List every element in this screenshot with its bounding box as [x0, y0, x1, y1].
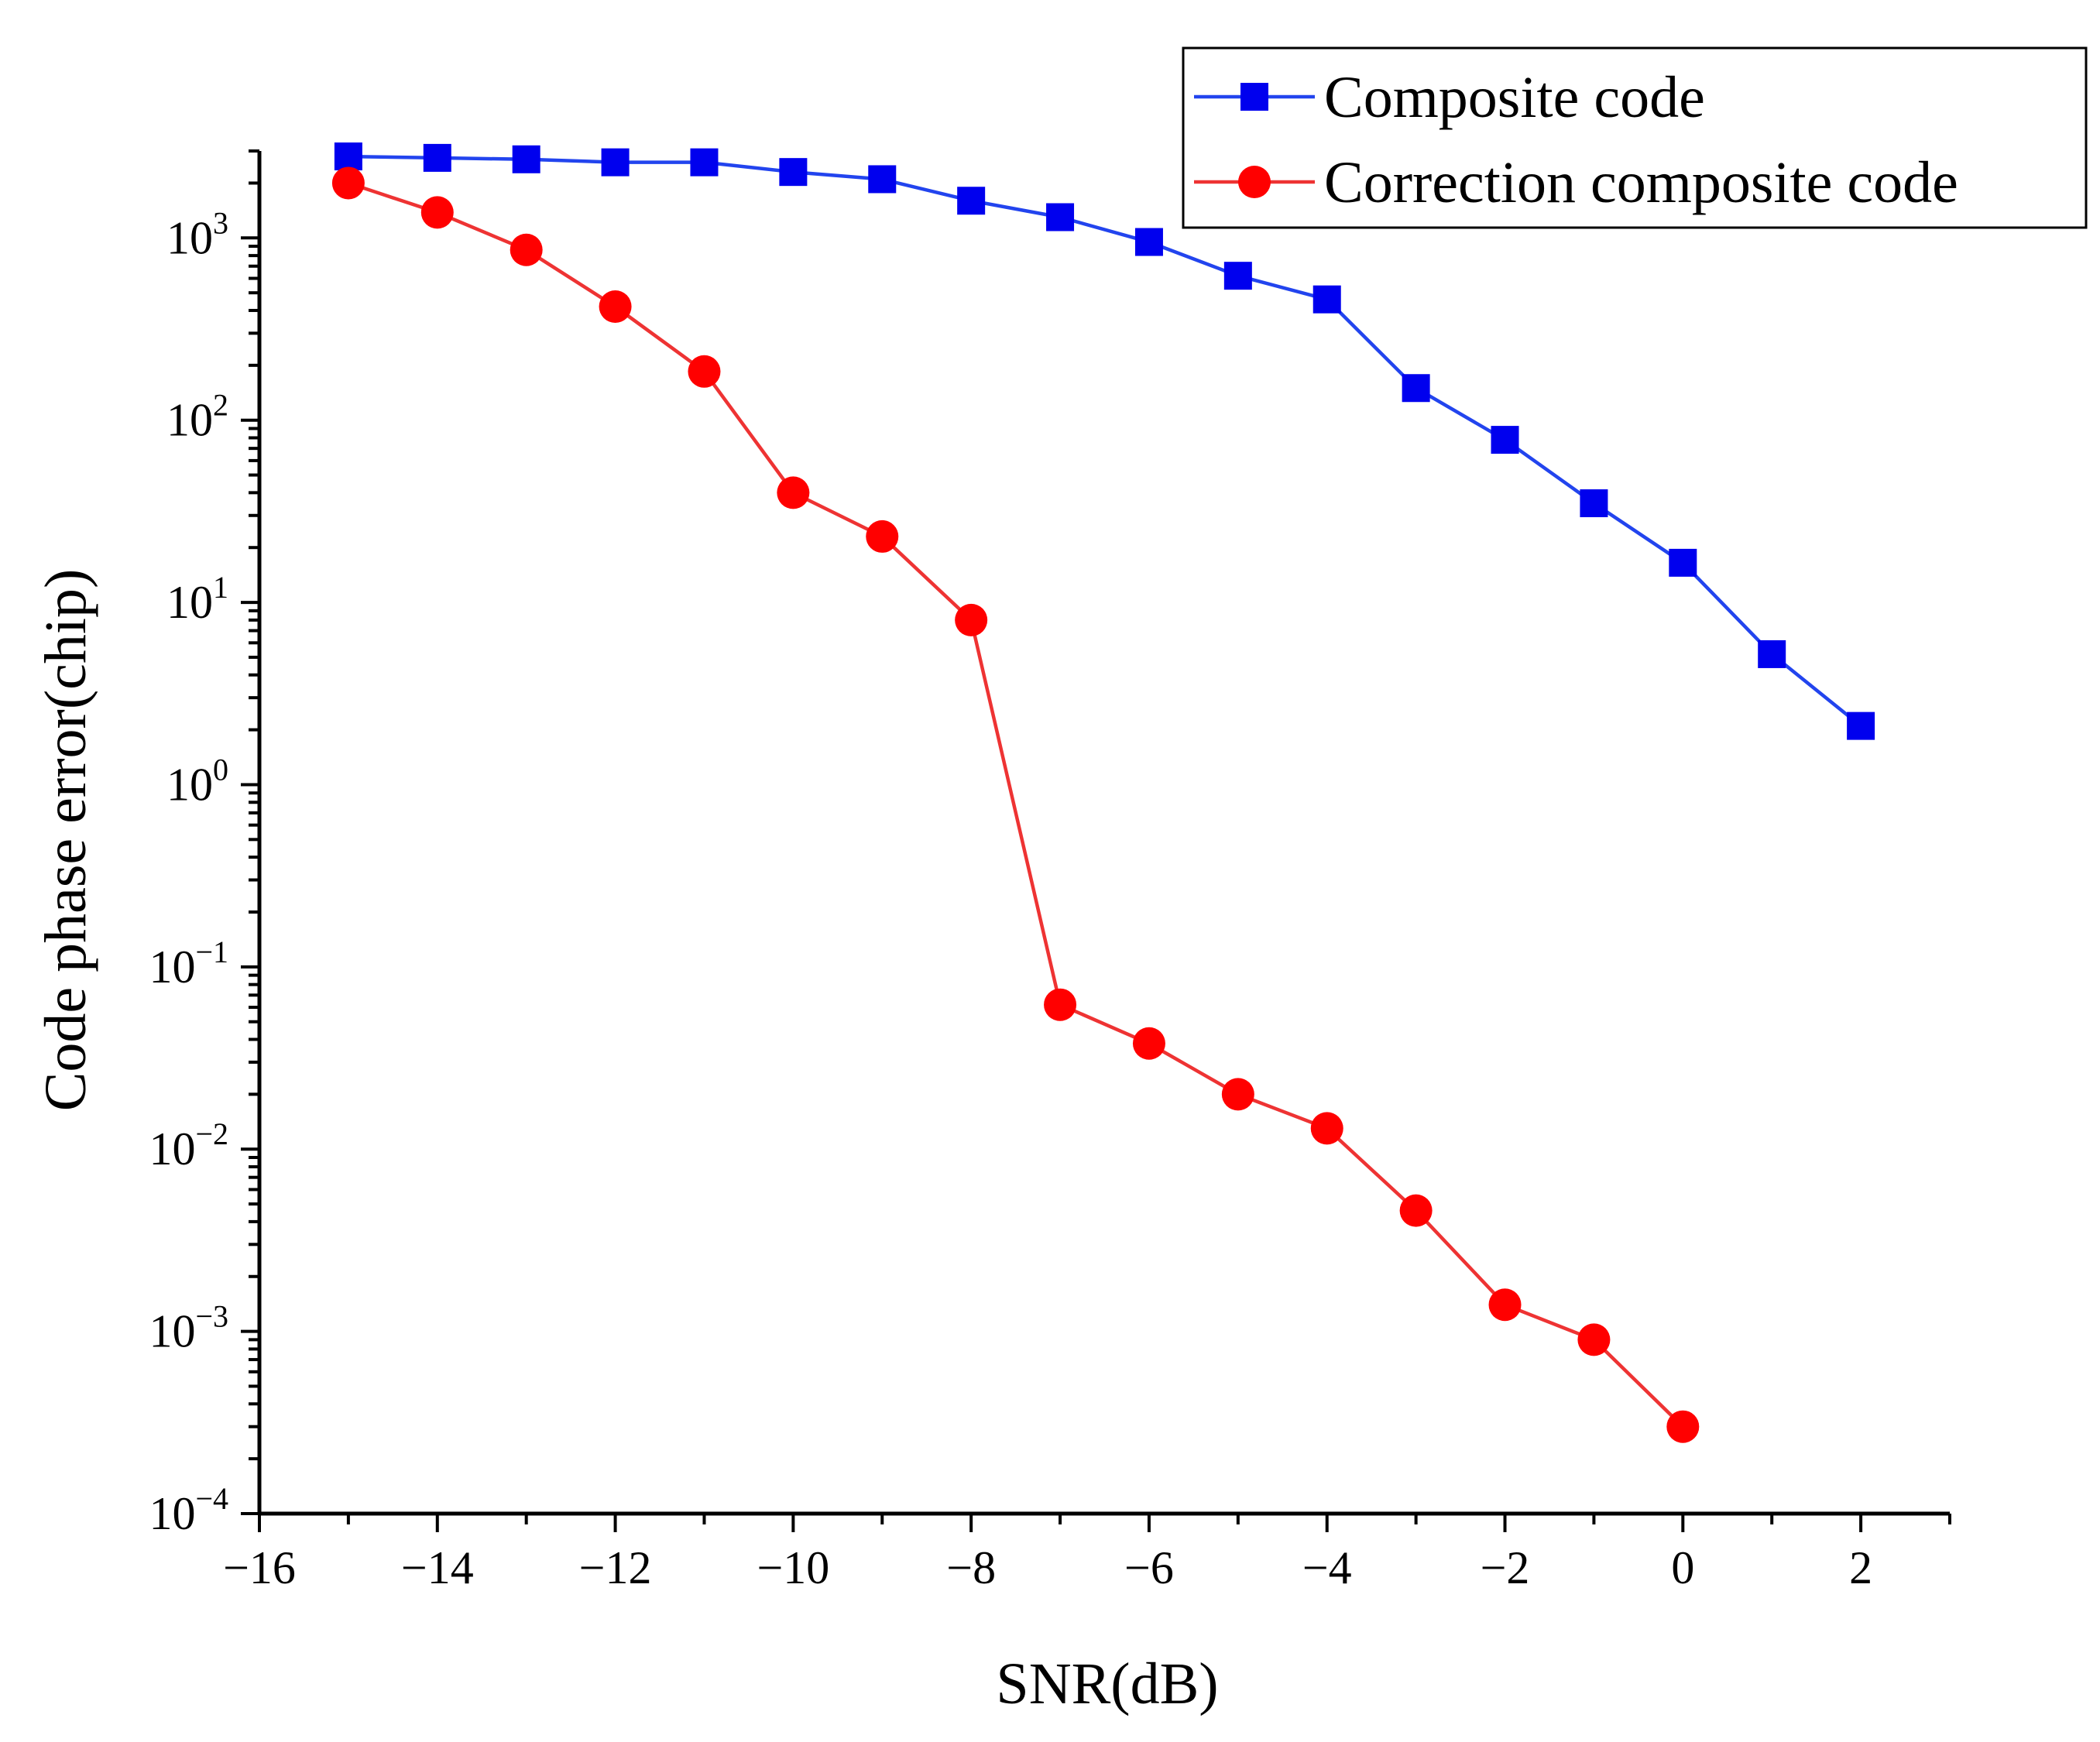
x-tick-label: −10	[757, 1542, 829, 1593]
legend-marker-circle	[1238, 166, 1271, 198]
y-tick-label: 10−1	[149, 934, 228, 993]
x-tick-label: −16	[223, 1542, 296, 1593]
x-tick-label: 2	[1849, 1542, 1872, 1593]
y-tick-label: 101	[166, 570, 228, 628]
data-point	[866, 520, 899, 553]
x-tick-label: −2	[1481, 1542, 1530, 1593]
data-point	[1666, 1410, 1700, 1443]
data-point	[1310, 1112, 1343, 1145]
data-point	[601, 148, 630, 177]
data-point	[512, 145, 540, 173]
legend-item-correction-composite-code: Correction composite code	[1194, 150, 1958, 215]
x-tick-label: 0	[1671, 1542, 1694, 1593]
y-tick-label: 10−4	[149, 1481, 228, 1539]
series-composite-code	[334, 142, 1875, 740]
data-point	[1046, 203, 1075, 231]
data-point	[331, 166, 365, 200]
x-tick-label: −4	[1302, 1542, 1352, 1593]
data-point	[1221, 1078, 1254, 1111]
data-point	[690, 148, 719, 177]
y-tick-label: 103	[166, 205, 228, 263]
legend-label: Composite code	[1324, 65, 1705, 130]
x-tick-label: −14	[401, 1542, 474, 1593]
legend-box	[1182, 46, 2088, 229]
legend-item-composite-code: Composite code	[1194, 65, 1705, 130]
y-axis-title: Code phase error(chip)	[33, 569, 98, 1112]
data-point	[420, 196, 454, 229]
data-point	[957, 187, 986, 215]
data-point	[510, 233, 543, 266]
data-point	[1223, 262, 1252, 290]
data-point	[1044, 988, 1077, 1021]
data-point	[1399, 1194, 1433, 1227]
data-point	[1758, 640, 1786, 668]
data-point	[1847, 712, 1875, 740]
legend-label: Correction composite code	[1324, 150, 1958, 215]
data-point	[1402, 374, 1430, 403]
series-line	[348, 154, 1862, 728]
series-line	[348, 181, 1684, 1428]
data-point	[1669, 548, 1697, 577]
y-tick-label: 102	[166, 388, 228, 446]
x-tick-label: −8	[946, 1542, 996, 1593]
x-axis-title: SNR(dB)	[996, 1651, 1218, 1716]
data-point	[955, 603, 988, 636]
data-point	[1312, 285, 1341, 314]
data-point	[777, 476, 810, 509]
series-correction-composite-code	[331, 166, 1700, 1443]
axes	[257, 151, 1950, 1516]
legend-marker-square	[1240, 83, 1268, 111]
data-point	[1577, 1323, 1611, 1356]
x-tick-label: −6	[1124, 1542, 1174, 1593]
data-point	[868, 165, 897, 194]
series	[331, 142, 1875, 1443]
data-point	[1580, 489, 1608, 518]
data-point	[779, 158, 808, 187]
y-tick-label: 100	[166, 752, 228, 810]
data-point	[1132, 1027, 1165, 1060]
y-tick-label: 10−2	[149, 1116, 228, 1174]
data-point	[599, 290, 632, 323]
data-point	[1134, 228, 1163, 256]
y-tick-label: 10−3	[149, 1299, 228, 1357]
ticks: −16 −14 −12 −10 −8 −6 −4 −2 0 2 10−4 10−3 10−2 10−1 10…	[149, 149, 1951, 1593]
data-point	[1491, 426, 1519, 454]
data-point	[334, 142, 362, 171]
data-point	[688, 355, 721, 388]
data-point	[423, 143, 451, 172]
x-tick-label: −12	[579, 1542, 652, 1593]
legend: Composite code Correction composite code	[1182, 46, 2088, 229]
data-point	[1488, 1288, 1522, 1322]
